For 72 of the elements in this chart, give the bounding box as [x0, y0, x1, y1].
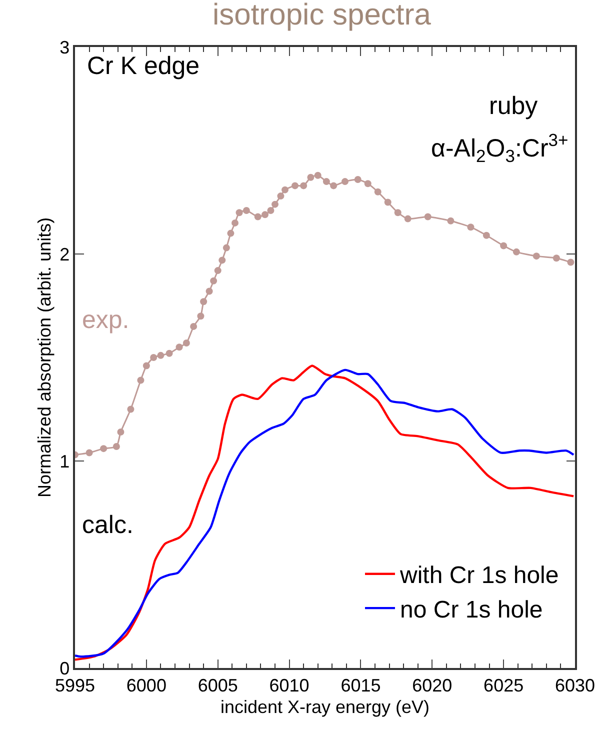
point [374, 188, 382, 196]
legend-label: with Cr 1s hole [399, 562, 559, 590]
point [322, 178, 330, 186]
x-tick-label: 6005 [198, 675, 238, 696]
legend-label: no Cr 1s hole [400, 596, 543, 624]
point [86, 449, 93, 456]
point [127, 406, 134, 413]
annotation: α-Al$_{2}$O$_{3}$:Cr$^{3+}$ [431, 130, 568, 166]
point [467, 224, 474, 231]
point [282, 186, 288, 194]
x-tick-label: 6015 [340, 675, 381, 696]
point [447, 217, 454, 224]
x-tick-label: 6020 [412, 675, 452, 696]
x-tick-label: 6000 [126, 675, 166, 696]
point [404, 215, 412, 222]
point [137, 376, 144, 384]
point [330, 182, 338, 190]
point [272, 200, 278, 208]
y-tick-label: 3 [60, 37, 70, 58]
x-tick-label: 6030 [554, 675, 596, 696]
point [166, 350, 173, 357]
point [482, 232, 490, 239]
chart-title: isotropic spectra [212, 0, 432, 32]
point [176, 344, 183, 351]
annotation: calc. [82, 511, 134, 539]
point [242, 207, 250, 214]
point [232, 219, 238, 226]
y-tick-label: 1 [60, 451, 70, 472]
point [532, 252, 540, 260]
point [394, 209, 402, 216]
point [157, 352, 164, 359]
y-tick-label: 2 [60, 244, 70, 264]
x-axis-title: incident X-ray energy (eV) [220, 696, 430, 717]
point [218, 256, 226, 264]
point [206, 288, 213, 295]
x-tick-label: 6025 [484, 675, 524, 696]
point [197, 312, 204, 320]
point [300, 182, 308, 190]
x-tick-label: 6010 [269, 675, 310, 696]
point [342, 178, 348, 186]
point [424, 213, 432, 220]
point [214, 267, 222, 274]
point [364, 180, 372, 188]
point [150, 354, 158, 361]
point [354, 176, 362, 183]
point [552, 254, 560, 262]
point [307, 174, 314, 181]
point [182, 340, 190, 347]
point [227, 230, 234, 237]
point [210, 277, 218, 284]
point [512, 248, 520, 256]
point [142, 362, 150, 370]
point [100, 445, 108, 452]
point [236, 209, 243, 216]
point [267, 207, 274, 214]
point [500, 242, 508, 250]
annotation: exp. [82, 306, 130, 334]
point [314, 172, 322, 179]
annotation: ruby [489, 92, 538, 120]
point [200, 298, 208, 306]
point [262, 211, 268, 218]
annotation: Cr K edge [87, 52, 200, 80]
point [292, 182, 298, 190]
point [112, 443, 120, 450]
y-axis-title: Normalized absorption (arbit. units) [34, 217, 54, 498]
point [190, 322, 198, 330]
point [277, 192, 284, 200]
point [567, 258, 574, 266]
point [254, 213, 262, 220]
point [117, 428, 124, 436]
point [222, 244, 230, 252]
point [384, 198, 392, 206]
